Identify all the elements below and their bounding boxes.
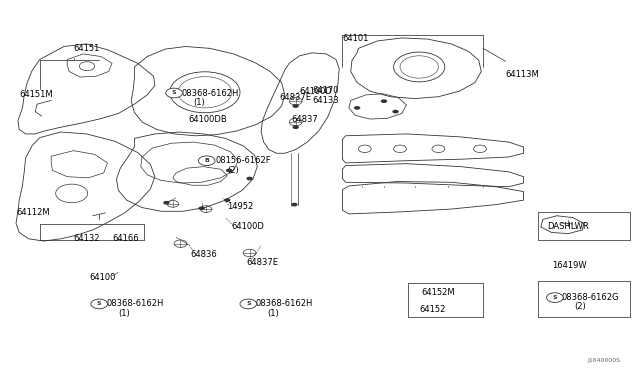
Text: 64152M: 64152M — [421, 288, 455, 296]
Circle shape — [381, 99, 387, 103]
Text: 64112M: 64112M — [16, 208, 50, 217]
Text: B: B — [204, 158, 209, 163]
Text: 64100: 64100 — [90, 273, 116, 282]
Text: 64151M: 64151M — [19, 90, 53, 99]
Text: 64152: 64152 — [419, 305, 445, 314]
Text: 16419W: 16419W — [552, 262, 586, 270]
Circle shape — [198, 156, 215, 166]
Circle shape — [163, 201, 170, 205]
Text: 64170: 64170 — [312, 86, 339, 94]
Text: S: S — [97, 301, 102, 307]
Text: S: S — [172, 90, 177, 96]
Text: 08368-6162G: 08368-6162G — [562, 293, 620, 302]
Circle shape — [91, 299, 108, 309]
Circle shape — [198, 206, 205, 210]
Text: 08368-6162H: 08368-6162H — [181, 89, 239, 97]
Text: 64837: 64837 — [291, 115, 318, 124]
Text: (1): (1) — [268, 309, 279, 318]
Circle shape — [226, 169, 232, 172]
Text: 08368-6162H: 08368-6162H — [256, 299, 314, 308]
Text: (1): (1) — [118, 309, 130, 318]
Circle shape — [392, 110, 399, 113]
Text: 64113M: 64113M — [506, 70, 540, 79]
Text: 64837E: 64837E — [246, 258, 278, 267]
Text: (1): (1) — [193, 98, 205, 107]
Text: 64132: 64132 — [74, 234, 100, 243]
Circle shape — [354, 106, 360, 110]
Text: S: S — [552, 295, 557, 300]
Circle shape — [292, 104, 299, 108]
Circle shape — [240, 299, 257, 309]
Circle shape — [292, 125, 299, 129]
Text: 64100D: 64100D — [300, 87, 332, 96]
Text: 08368-6162H: 08368-6162H — [107, 299, 164, 308]
Circle shape — [547, 293, 563, 302]
Text: (2): (2) — [227, 166, 239, 174]
Circle shape — [166, 88, 182, 98]
Text: 08156-6162F: 08156-6162F — [216, 156, 271, 165]
Text: 64166: 64166 — [112, 234, 139, 243]
Circle shape — [246, 177, 253, 180]
Text: S: S — [246, 301, 251, 307]
Text: 64836: 64836 — [191, 250, 218, 259]
Text: 64133: 64133 — [312, 96, 339, 105]
Text: 64101: 64101 — [342, 34, 369, 43]
Circle shape — [291, 203, 298, 206]
Text: (2): (2) — [574, 302, 586, 311]
Text: 64100D: 64100D — [232, 222, 264, 231]
Text: 64151: 64151 — [74, 44, 100, 53]
Text: DASHLWR: DASHLWR — [547, 222, 589, 231]
Text: 64837E: 64837E — [280, 93, 312, 102]
Text: 14952: 14952 — [227, 202, 253, 211]
Circle shape — [224, 198, 230, 202]
Text: 64100DB: 64100DB — [189, 115, 228, 124]
Text: J1640000S: J1640000S — [588, 358, 621, 363]
